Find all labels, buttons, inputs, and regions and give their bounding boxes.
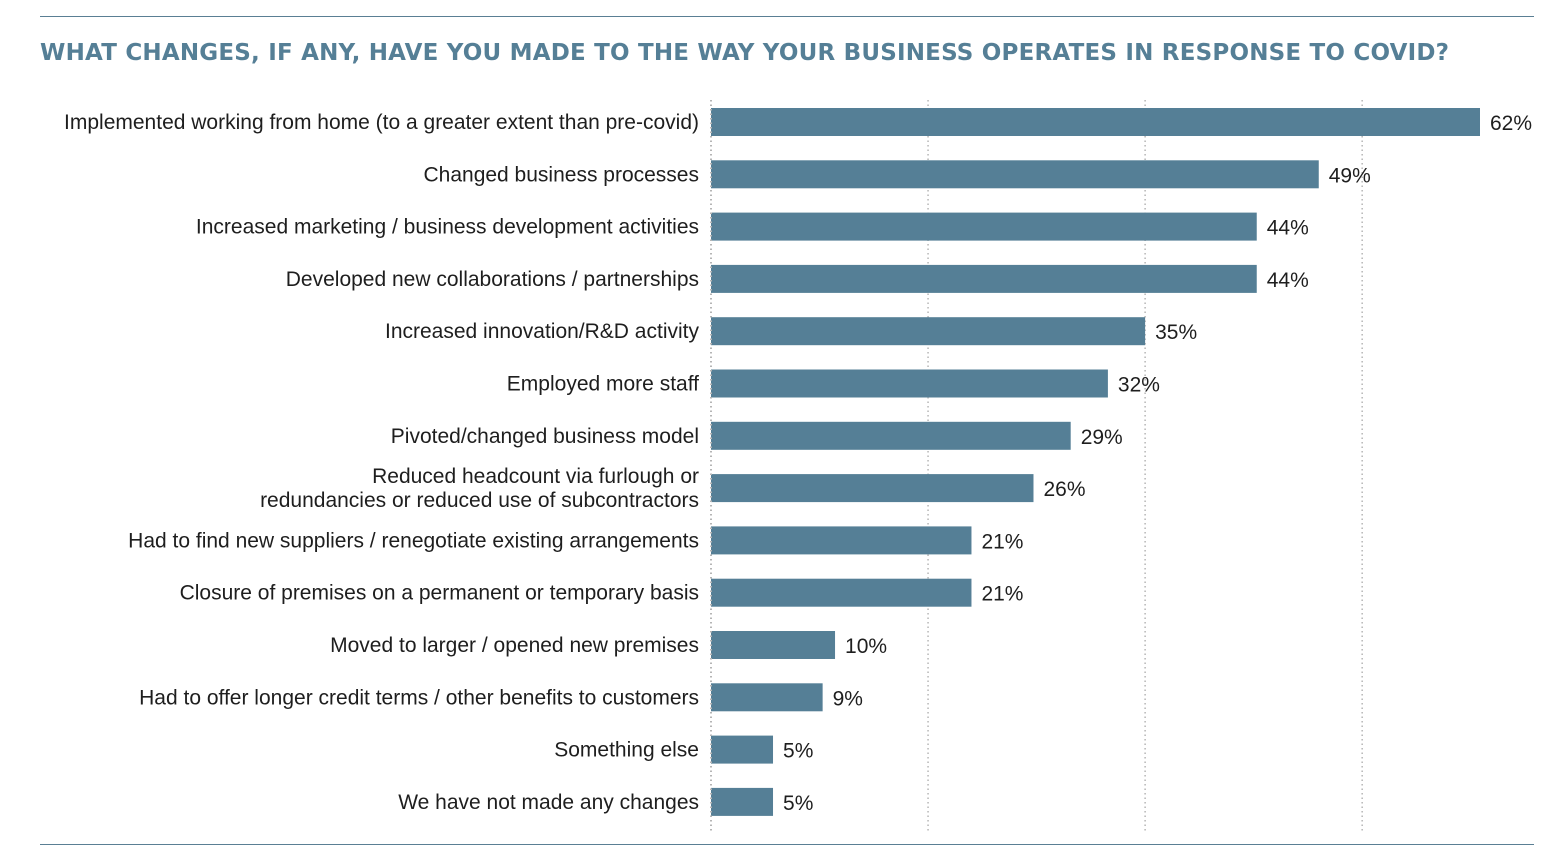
category-label-7: Pivoted/changed business model [391,425,699,448]
bar-14 [711,787,774,816]
value-label-8: 26% [1043,478,1085,501]
category-label-6: Employed more staff [507,373,699,396]
value-label-7: 29% [1081,426,1123,449]
bar-7 [711,421,1071,450]
category-label-9: Had to find new suppliers / renegotiate … [128,529,699,552]
category-labels: Implemented working from home (to a grea… [64,111,699,814]
bar-10 [711,578,972,607]
bar-12 [711,683,823,712]
value-label-9: 21% [981,530,1023,553]
bar-3 [711,212,1257,241]
bar-5 [711,317,1146,346]
bar-1 [711,108,1480,136]
value-label-10: 21% [981,583,1023,606]
bar-4 [711,264,1257,293]
category-label-12: Had to offer longer credit terms / other… [139,686,699,709]
category-label-1: Implemented working from home (to a grea… [64,111,699,134]
value-label-1: 62% [1490,112,1532,135]
top-rule [40,16,1534,17]
grid-lines [927,100,1363,832]
bar-2 [711,160,1319,189]
value-label-11: 10% [845,635,887,658]
value-label-4: 44% [1267,269,1309,292]
bar-11 [711,631,836,659]
bar-8 [711,474,1034,503]
value-label-3: 44% [1267,217,1309,240]
category-label-11: Moved to larger / opened new premises [330,634,699,657]
category-label-10: Closure of premises on a permanent or te… [180,582,699,605]
value-label-14: 5% [783,792,813,815]
chart-title: WHAT CHANGES, IF ANY, HAVE YOU MADE TO T… [40,40,1450,66]
value-label-5: 35% [1155,321,1197,344]
bar-13 [711,735,774,764]
value-label-13: 5% [783,740,813,763]
bars [711,108,1480,816]
category-label-13: Something else [554,739,699,762]
category-label-2: Changed business processes [423,163,699,186]
category-label-8: Reduced headcount via furlough or redunda… [260,465,699,512]
value-label-12: 9% [833,687,863,710]
category-label-4: Developed new collaborations / partnersh… [286,268,699,291]
value-label-2: 49% [1329,164,1371,187]
value-labels: 62% 49% 44% 44% 35% 32% 29% 26% 21% 21% 10% 9% 5% 5% [783,112,1532,815]
bottom-rule [40,844,1534,845]
category-label-5: Increased innovation/R&D activity [385,320,699,343]
category-label-3: Increased marketing / business developme… [196,216,699,239]
value-label-6: 32% [1118,374,1160,397]
bar-6 [711,369,1108,398]
bar-9 [711,526,972,555]
category-label-14: We have not made any changes [398,791,699,814]
